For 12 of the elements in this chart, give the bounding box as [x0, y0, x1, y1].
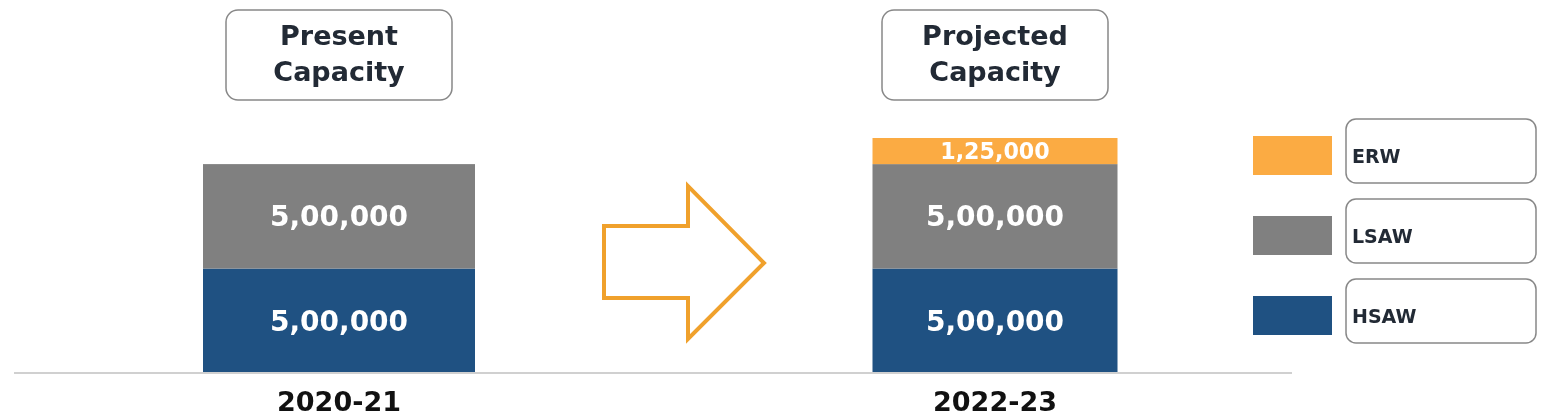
legend-label: ERW [1352, 144, 1401, 167]
x-tick-label: 2022-23 [933, 386, 1057, 416]
legend-label: LSAW [1352, 224, 1413, 247]
data-label: 5,00,000 [925, 200, 1065, 234]
text: Projected Capacity [922, 20, 1068, 87]
x-tick-label: 2020-21 [277, 386, 401, 416]
data-label: 5,00,000 [269, 304, 409, 338]
legend-label: HSAW [1352, 304, 1417, 327]
text: Present Capacity [273, 20, 406, 87]
data-label: 5,00,000 [269, 200, 409, 234]
data-label: 5,00,000 [925, 304, 1065, 338]
data-label: 1,25,000 [940, 137, 1050, 164]
